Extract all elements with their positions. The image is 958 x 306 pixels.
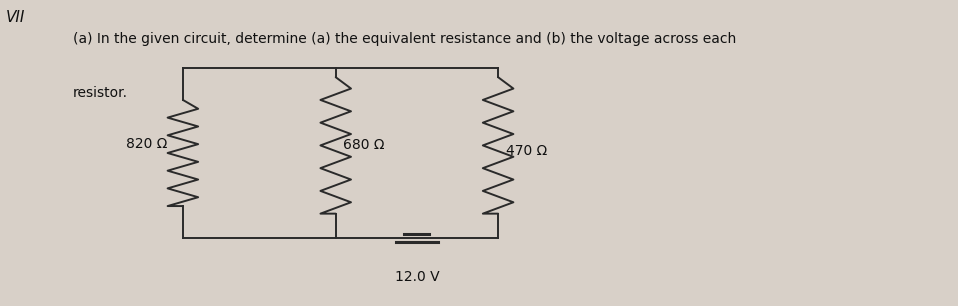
Text: 820 Ω: 820 Ω [126, 137, 168, 151]
Text: resistor.: resistor. [73, 86, 128, 100]
Text: 12.0 V: 12.0 V [395, 270, 439, 284]
Text: 470 Ω: 470 Ω [506, 144, 547, 159]
Text: 680 Ω: 680 Ω [343, 138, 385, 152]
Text: VII: VII [6, 10, 26, 25]
Text: (a) In the given circuit, determine (a) the equivalent resistance and (b) the vo: (a) In the given circuit, determine (a) … [73, 32, 737, 46]
